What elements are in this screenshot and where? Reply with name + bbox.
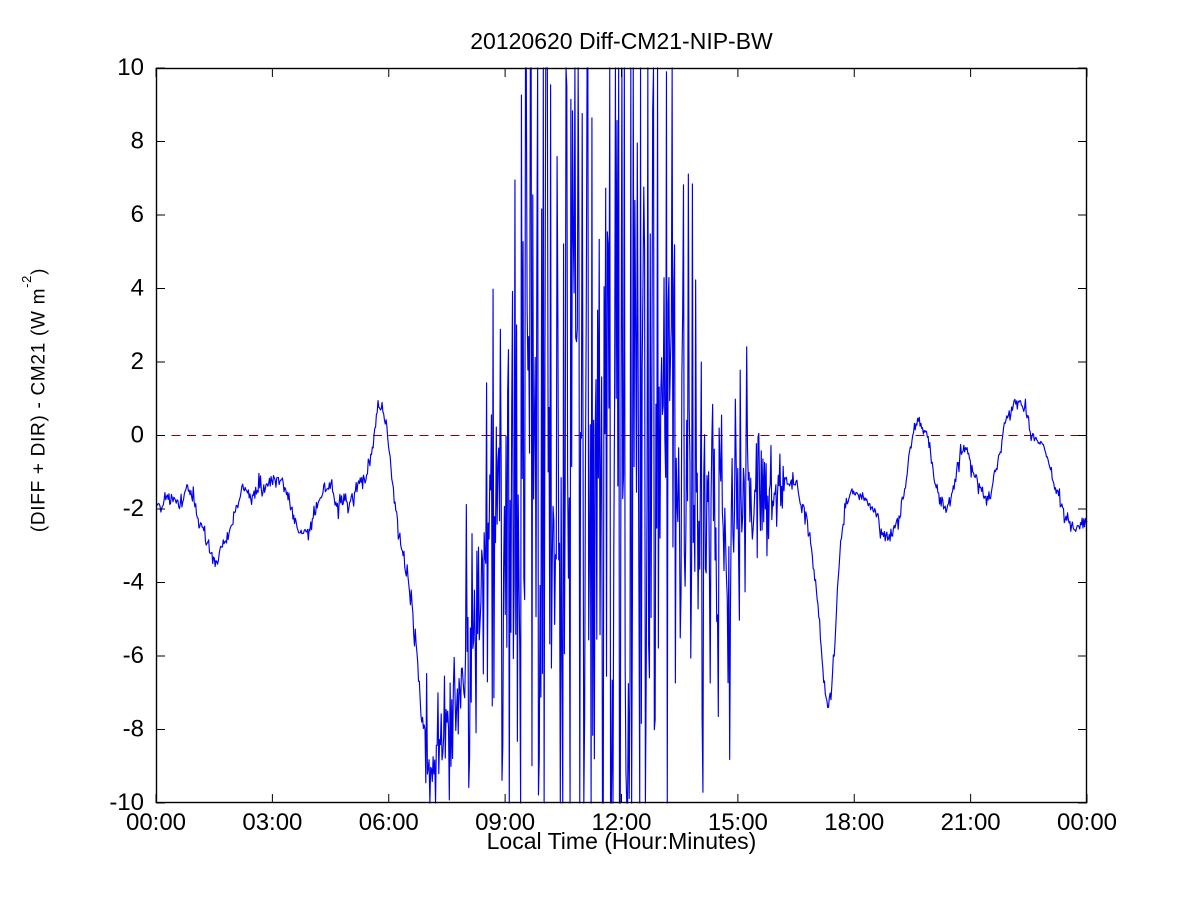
svg-text:6: 6 — [131, 201, 144, 228]
svg-text:-6: -6 — [123, 642, 144, 669]
svg-text:09:00: 09:00 — [475, 809, 535, 836]
svg-text:18:00: 18:00 — [824, 809, 884, 836]
svg-text:-10: -10 — [109, 789, 144, 816]
svg-text:15:00: 15:00 — [708, 809, 768, 836]
svg-text:-4: -4 — [123, 569, 144, 596]
svg-text:2: 2 — [131, 348, 144, 375]
svg-text:06:00: 06:00 — [359, 809, 419, 836]
svg-text:0: 0 — [131, 422, 144, 449]
svg-text:00:00: 00:00 — [1057, 809, 1117, 836]
svg-text:8: 8 — [131, 128, 144, 155]
svg-text:12:00: 12:00 — [591, 809, 651, 836]
svg-text:10: 10 — [117, 54, 144, 81]
svg-text:21:00: 21:00 — [941, 809, 1001, 836]
svg-text:03:00: 03:00 — [242, 809, 302, 836]
svg-text:-8: -8 — [123, 716, 144, 743]
svg-text:4: 4 — [131, 275, 144, 302]
svg-text:-2: -2 — [123, 495, 144, 522]
